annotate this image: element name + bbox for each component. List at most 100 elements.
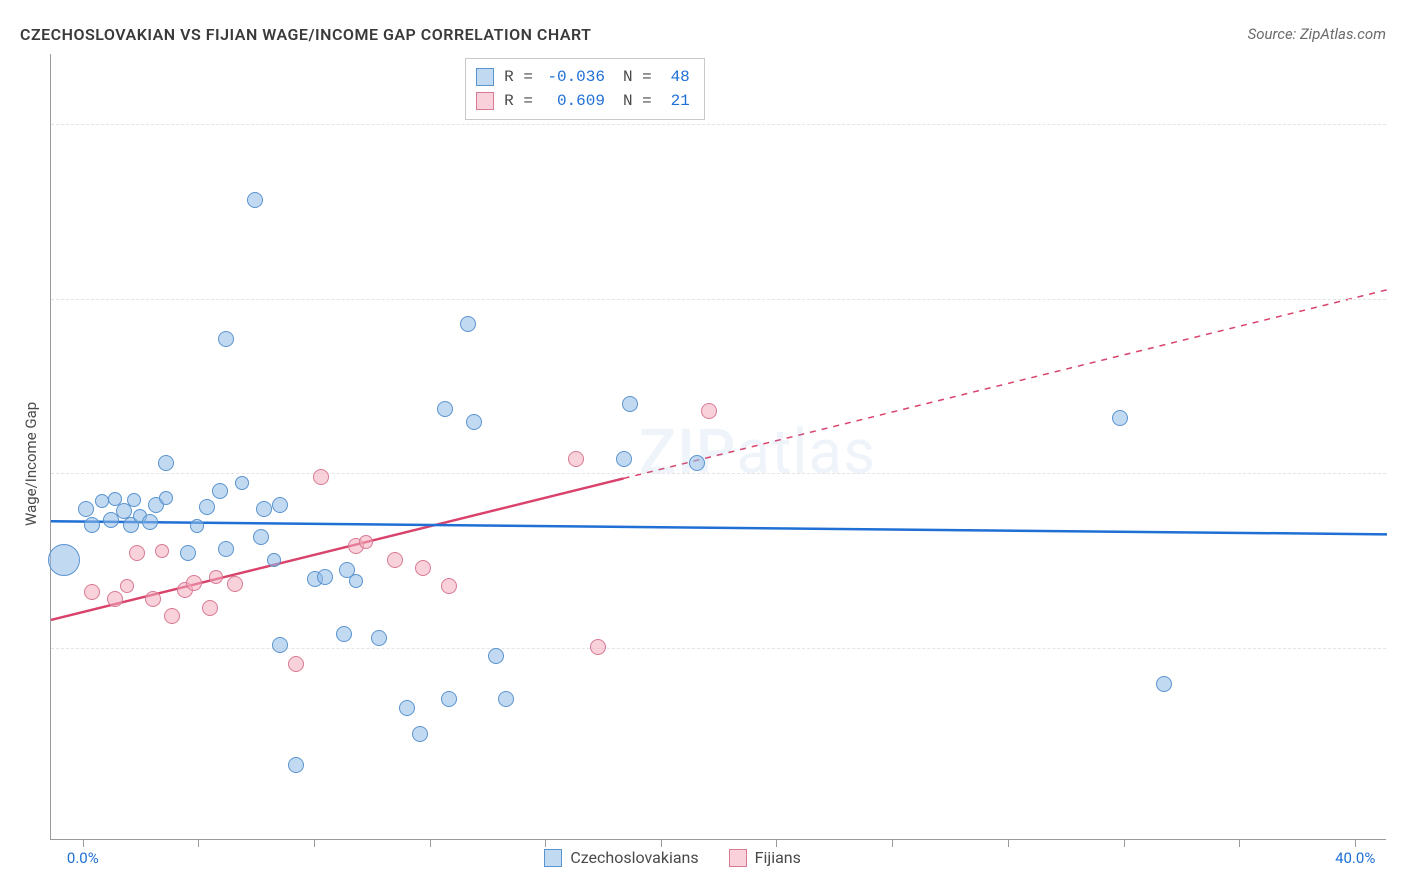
series-b-point (155, 544, 169, 558)
series-b-point (145, 591, 161, 607)
stats-n-label: N = (623, 65, 652, 89)
stats-n-label: N = (623, 89, 652, 113)
series-b-point (568, 451, 584, 467)
x-tick (430, 839, 431, 847)
series-a-point (498, 691, 514, 707)
x-tick (1239, 839, 1240, 847)
series-a-point (78, 501, 94, 517)
series-b-point (701, 403, 717, 419)
stats-n-value: 21 (662, 89, 690, 113)
series-a-point (84, 517, 100, 533)
series-a-point (336, 626, 352, 642)
y-tick-label: 40.0% (1392, 464, 1406, 482)
stats-r-label: R = (504, 89, 533, 113)
series-b-point (387, 552, 403, 568)
legend-swatch-icon (544, 849, 562, 867)
series-b-point (313, 469, 329, 485)
legend-swatch-icon (729, 849, 747, 867)
y-tick-label: 60.0% (1392, 290, 1406, 308)
legend-swatch-icon (476, 68, 494, 86)
series-a-point (412, 726, 428, 742)
regression-line-solid (51, 521, 1387, 534)
series-b-point (209, 570, 223, 584)
series-a-point (689, 455, 705, 471)
series-a-point (253, 529, 269, 545)
series-a-point (399, 700, 415, 716)
x-tick (1124, 839, 1125, 847)
series-a-point (272, 637, 288, 653)
series-b-point (84, 584, 100, 600)
x-tick (892, 839, 893, 847)
y-tick-label: 20.0% (1392, 639, 1406, 657)
series-a-point (616, 451, 632, 467)
series-a-point (267, 553, 281, 567)
stats-n-value: 48 (662, 65, 690, 89)
gridline-h (51, 299, 1386, 300)
regression-lines (51, 54, 1387, 840)
x-tick-label: 40.0% (1335, 849, 1375, 867)
stats-r-label: R = (504, 65, 533, 89)
series-a-point (180, 545, 196, 561)
series-b-point (227, 576, 243, 592)
gridline-h (51, 473, 1386, 474)
series-a-point (247, 192, 263, 208)
series-a-point (622, 396, 638, 412)
x-tick-label: 0.0% (67, 849, 99, 867)
y-tick-label: 80.0% (1392, 115, 1406, 133)
series-b-point (415, 560, 431, 576)
regression-line-dashed (624, 290, 1387, 479)
series-a-point (272, 497, 288, 513)
series-a-point (218, 541, 234, 557)
legend-swatch-icon (476, 92, 494, 110)
title-bar: CZECHOSLOVAKIAN VS FIJIAN WAGE/INCOME GA… (20, 22, 1386, 46)
x-tick (198, 839, 199, 847)
stats-r-value: -0.036 (543, 65, 605, 89)
series-a-point (460, 316, 476, 332)
series-a-point (288, 757, 304, 773)
stats-r-value: 0.609 (543, 89, 605, 113)
series-b-point (186, 575, 202, 591)
legend-label: Czechoslovakians (570, 848, 698, 867)
gridline-h (51, 124, 1386, 125)
series-a-point (1156, 676, 1172, 692)
series-a-point (256, 501, 272, 517)
series-a-point (159, 491, 173, 505)
series-a-point (95, 494, 109, 508)
legend-label: Fijians (755, 848, 801, 867)
series-b-point (359, 535, 373, 549)
series-a-point (158, 455, 174, 471)
legend-item: Czechoslovakians (544, 848, 698, 867)
x-tick (545, 839, 546, 847)
stats-row: R = 0.609 N = 21 (476, 89, 690, 113)
x-tick (314, 839, 315, 847)
series-a-point (190, 519, 204, 533)
series-a-point (142, 514, 158, 530)
stats-legend-box: R = -0.036 N = 48 R = 0.609 N = 21 (465, 58, 705, 120)
source-label: Source: ZipAtlas.com (1248, 25, 1386, 43)
stats-row: R = -0.036 N = 48 (476, 65, 690, 89)
x-tick (776, 839, 777, 847)
series-a-point (441, 691, 457, 707)
series-b-point (441, 578, 457, 594)
series-a-point (235, 476, 249, 490)
series-b-point (288, 656, 304, 672)
x-tick (1008, 839, 1009, 847)
series-a-point (317, 569, 333, 585)
series-b-point (129, 545, 145, 561)
bottom-legend: Czechoslovakians Fijians (544, 848, 801, 867)
x-tick (1355, 839, 1356, 847)
series-a-point (1112, 410, 1128, 426)
series-a-point (349, 574, 363, 588)
series-a-point (199, 499, 215, 515)
x-tick (83, 839, 84, 847)
scatter-plot: ZIPatlas R =-0.036N =48R = 0.609N =21 20… (50, 54, 1386, 840)
series-b-point (164, 608, 180, 624)
legend-item: Fijians (729, 848, 801, 867)
x-tick (661, 839, 662, 847)
gridline-h (51, 648, 1386, 649)
series-a-point (127, 493, 141, 507)
chart-title: CZECHOSLOVAKIAN VS FIJIAN WAGE/INCOME GA… (20, 25, 592, 44)
series-a-point (48, 544, 80, 576)
series-a-point (218, 331, 234, 347)
series-a-point (212, 483, 228, 499)
